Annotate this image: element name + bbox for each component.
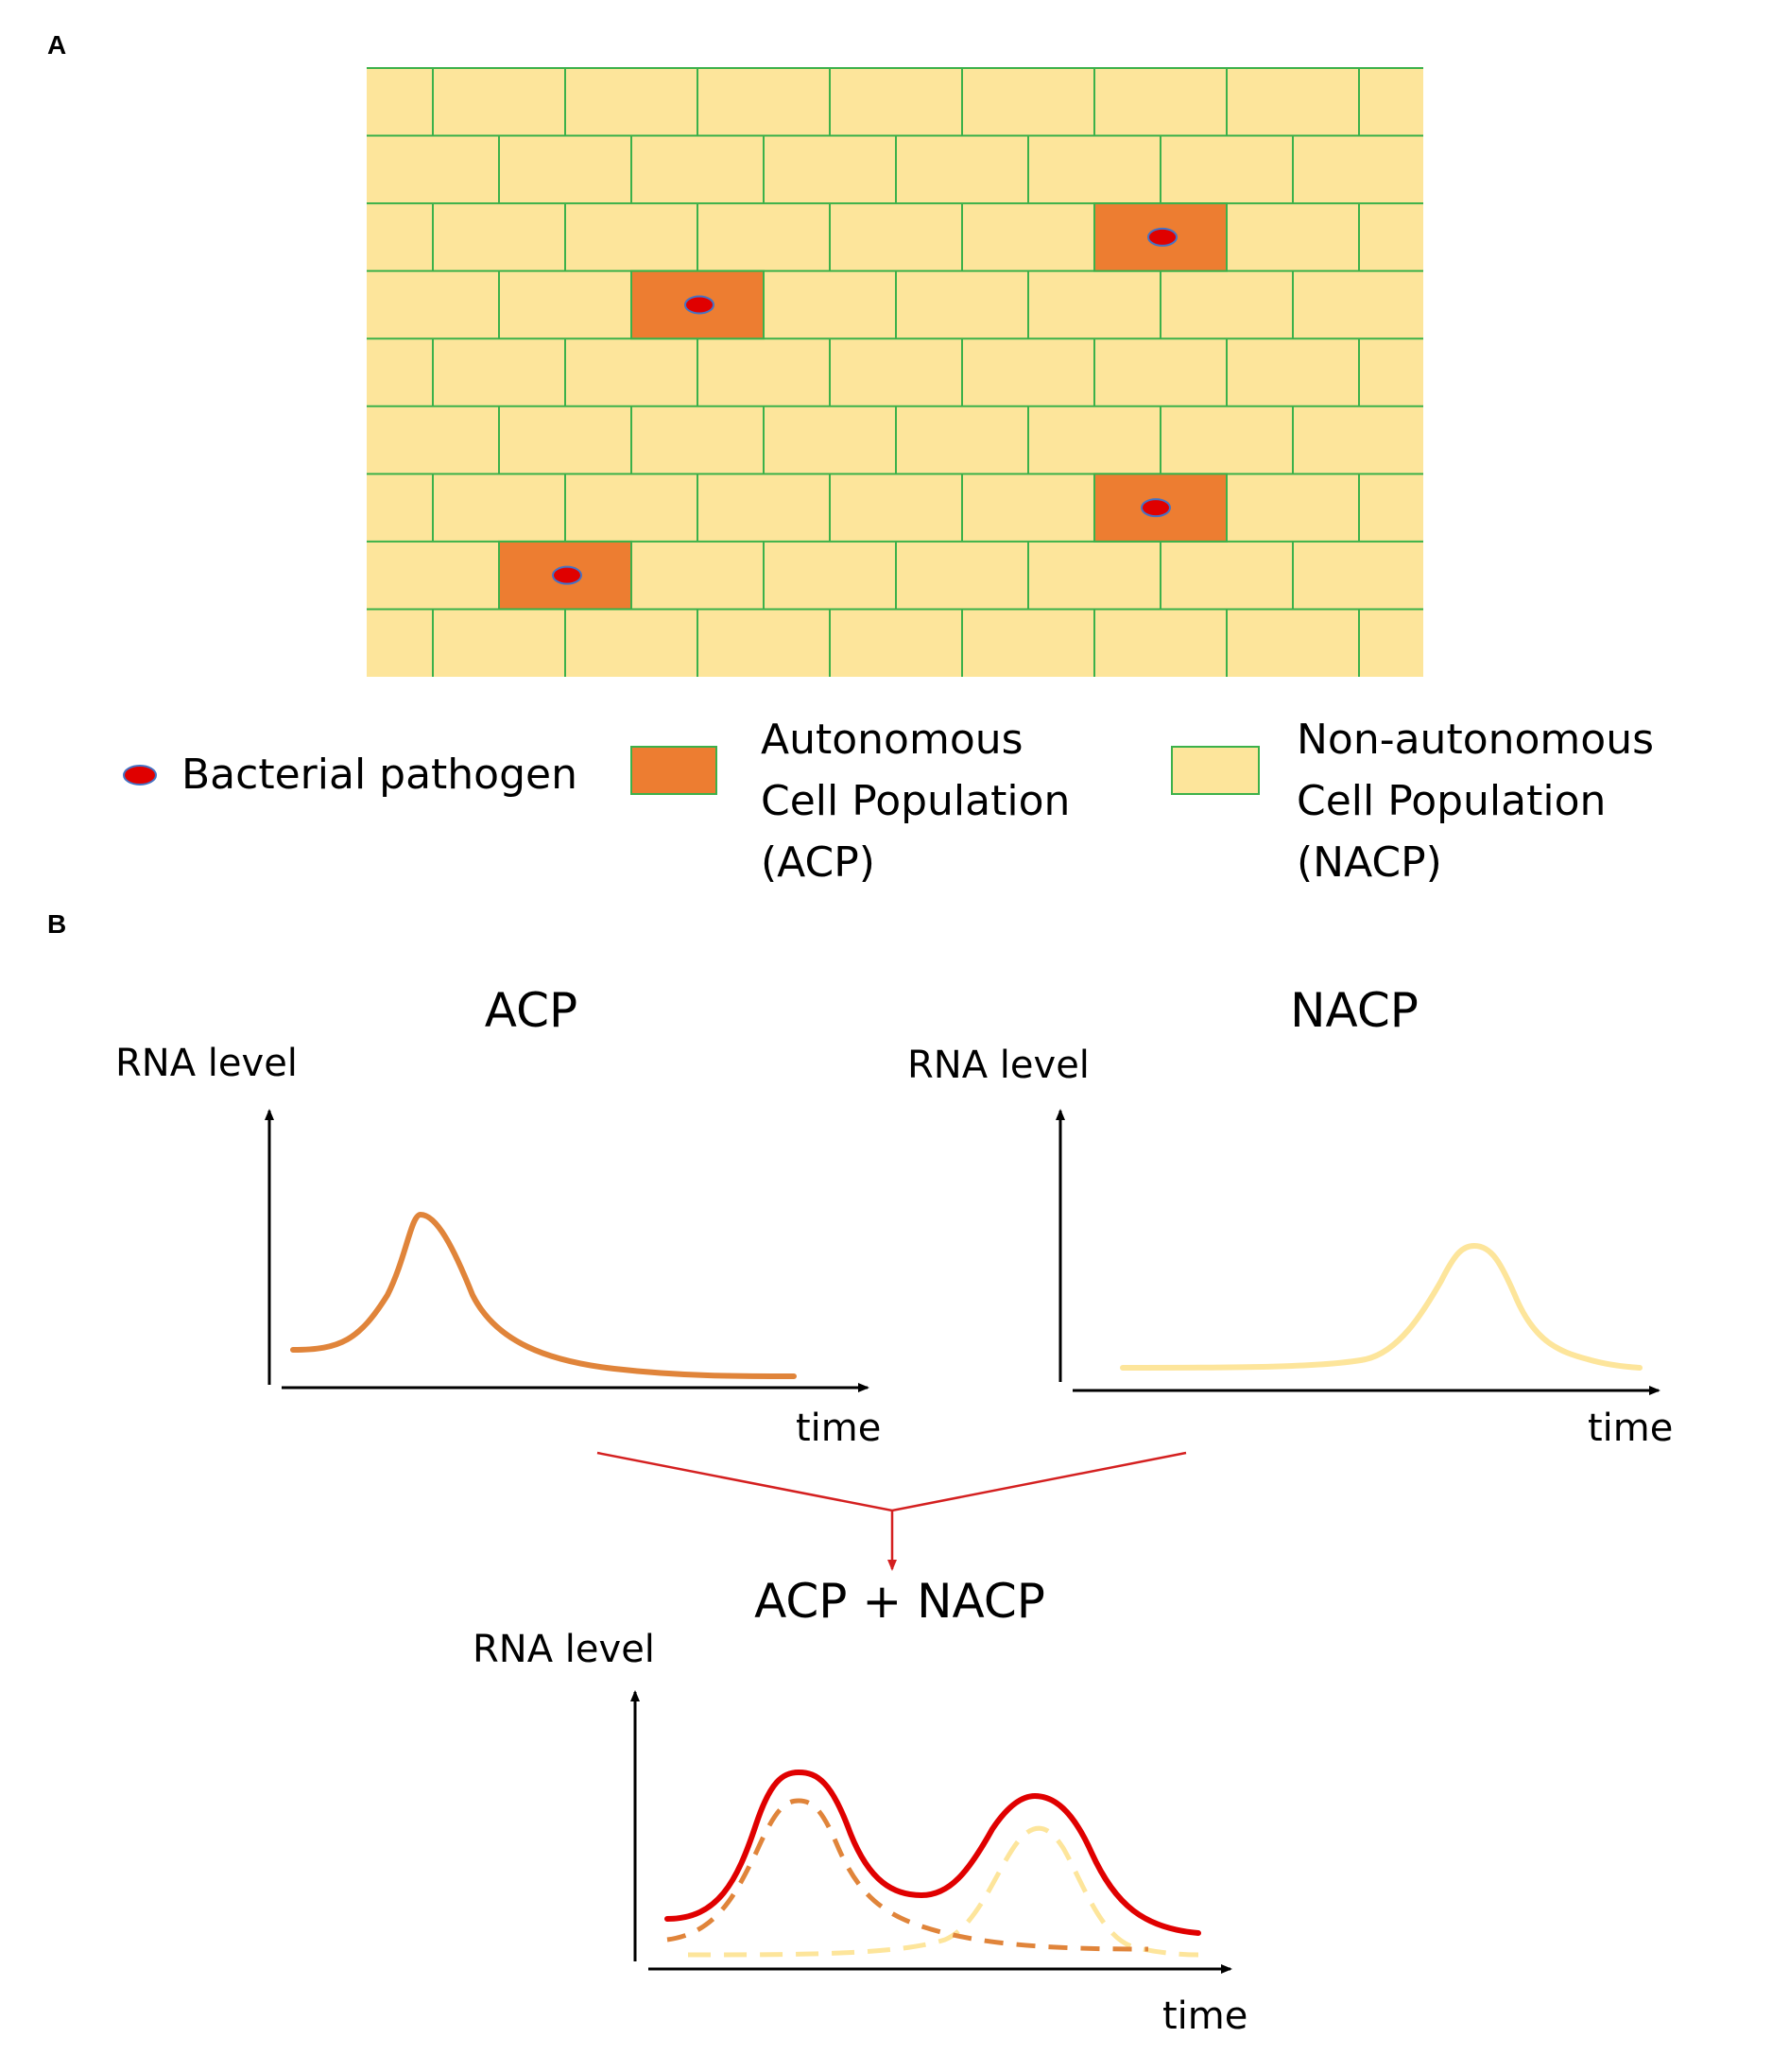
sum-plot	[630, 1690, 1232, 1974]
sum-nacp-component	[687, 1825, 1199, 1958]
acp-swatch	[630, 746, 717, 795]
legend-nacp-line-2: Cell Population	[1297, 777, 1607, 825]
sum-plot-title: ACP + NACP	[754, 1574, 1045, 1629]
bacterial-pathogen	[1141, 498, 1171, 518]
sum-y-label: RNA level	[473, 1628, 655, 1671]
acp-y-label: RNA level	[115, 1042, 298, 1085]
legend-nacp-label: Non-autonomous Cell Population (NACP)	[1297, 709, 1654, 893]
sum-total-curve	[664, 1769, 1201, 1936]
sum-acp-component	[666, 1798, 1149, 1952]
bacterial-pathogen	[684, 295, 714, 315]
panel-label-b: B	[47, 909, 67, 939]
legend-pathogen-label: Bacterial pathogen	[181, 751, 577, 799]
nacp-plot	[1056, 1109, 1660, 1395]
pathogen-markers	[498, 202, 1228, 611]
bacterial-pathogen	[1147, 227, 1178, 247]
nacp-y-label: RNA level	[907, 1044, 1090, 1087]
merge-lines	[596, 1451, 1187, 1512]
acp-plot	[265, 1109, 869, 1392]
legend-acp-label: Autonomous Cell Population (ACP)	[761, 709, 1070, 893]
acp-curve	[290, 1211, 797, 1379]
merge-arrow	[596, 1451, 1187, 1571]
bacterial-pathogen	[552, 565, 582, 585]
nacp-curve	[1120, 1242, 1643, 1371]
panel-label-a: A	[47, 30, 67, 60]
legend-acp-line-3: (ACP)	[761, 838, 875, 887]
acp-x-label: time	[796, 1407, 882, 1450]
nacp-plot-title: NACP	[1290, 983, 1419, 1038]
legend-nacp-line-1: Non-autonomous	[1297, 716, 1655, 764]
nacp-x-label: time	[1588, 1407, 1674, 1450]
nacp-swatch	[1171, 746, 1260, 795]
legend-nacp-line-3: (NACP)	[1297, 838, 1442, 887]
legend-acp-line-2: Cell Population	[761, 777, 1071, 825]
pathogen-icon	[123, 765, 157, 786]
sum-x-label: time	[1162, 1994, 1248, 2038]
legend-acp-line-1: Autonomous	[761, 716, 1024, 764]
acp-plot-title: ACP	[484, 983, 578, 1038]
